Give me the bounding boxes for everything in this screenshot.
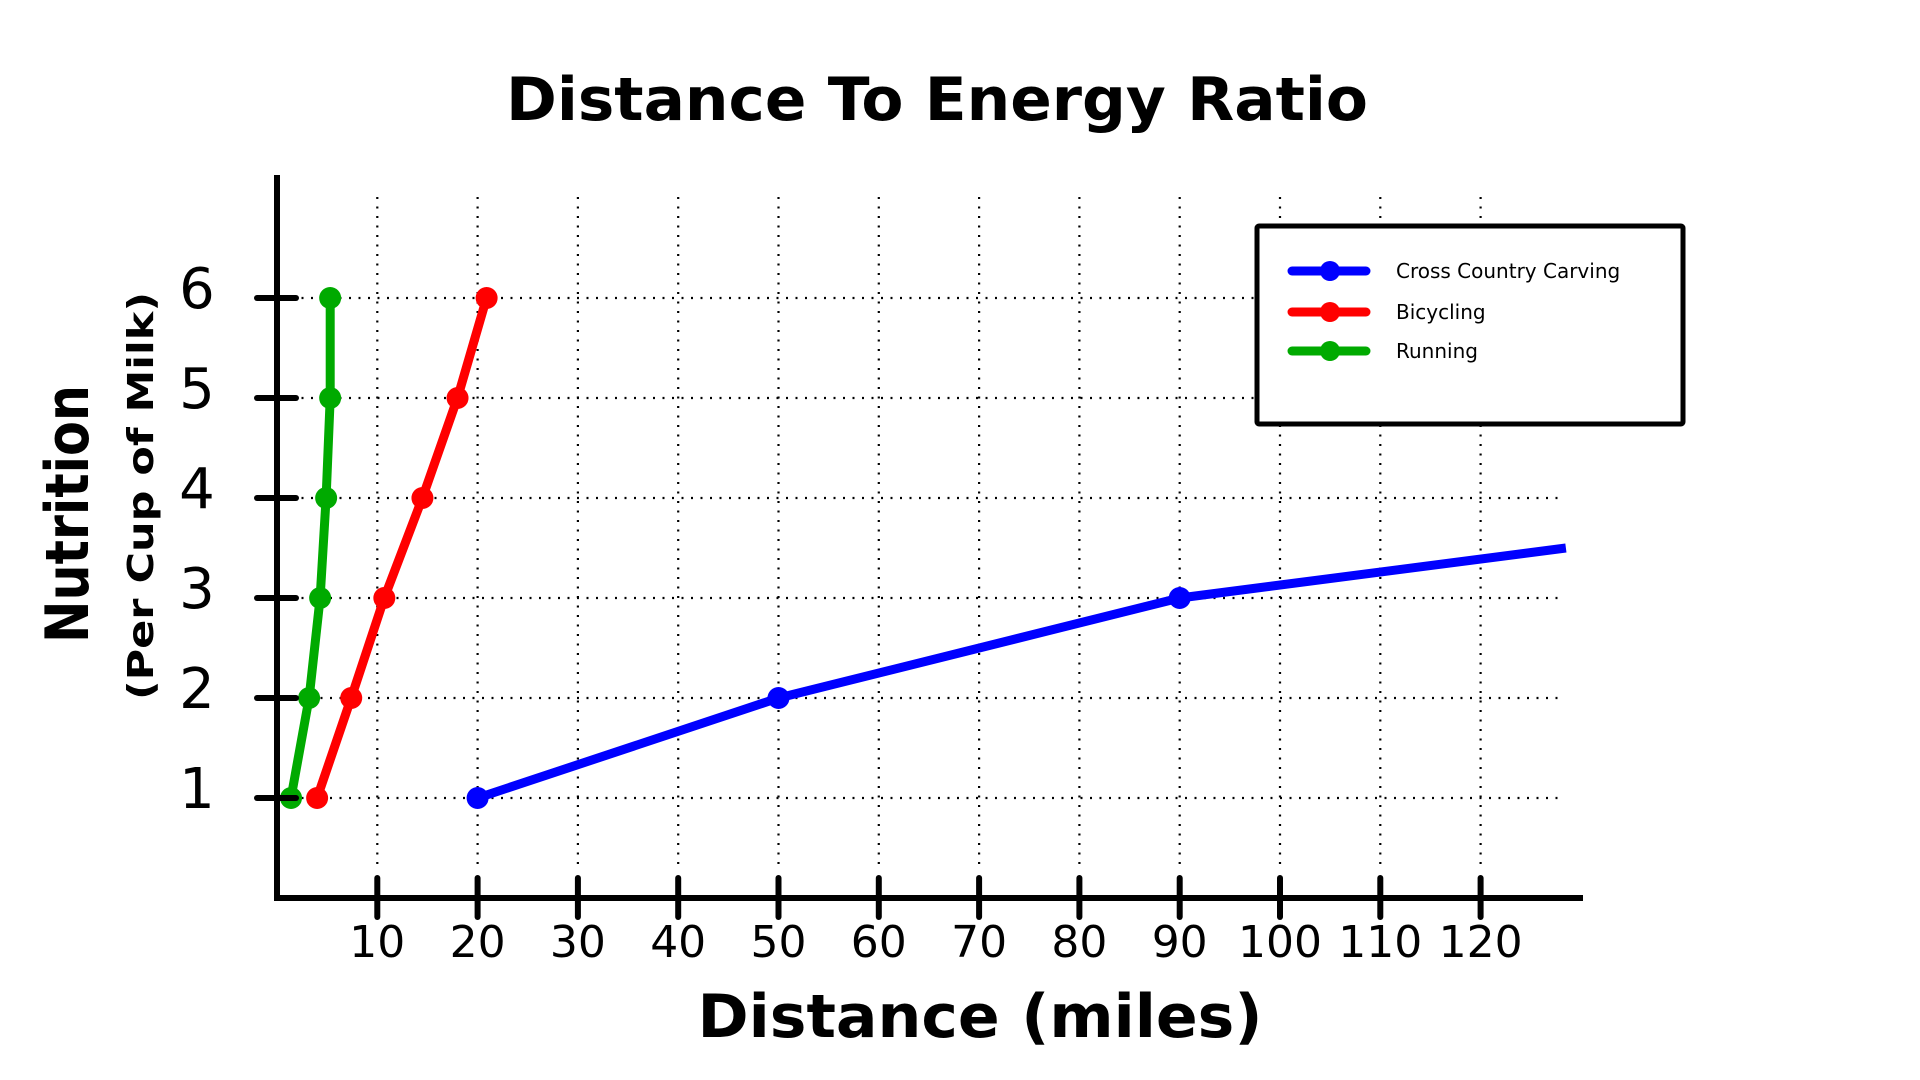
x-tick-label: 40 [650,917,706,968]
data-point [475,287,498,309]
data-point [411,487,434,509]
legend-label: Cross Country Carving [1396,259,1620,283]
legend-marker-swatch [1320,261,1340,281]
x-tick-label: 30 [550,917,606,968]
legend-label: Bicycling [1396,300,1486,324]
data-point [446,387,469,409]
series-bicycling [306,287,498,809]
y-axis-sublabel-group: (Per Cup of Milk) [121,292,162,700]
x-tick-label: 10 [349,917,405,968]
data-point [298,687,321,709]
data-point [306,787,329,809]
y-axis-sublabel: (Per Cup of Milk) [121,292,162,700]
series-cross-country-carving [466,543,1567,809]
data-point [319,387,342,409]
x-tick-label: 110 [1338,917,1422,968]
series-line [286,298,335,799]
legend-entry: Bicycling [1287,300,1486,324]
y-tick-label: 6 [179,257,215,322]
data-point [315,487,338,509]
data-point [1168,587,1191,609]
x-axis-label: Distance (miles) [698,982,1263,1052]
legend-entry: Running [1287,339,1478,363]
x-tick-label: 120 [1439,917,1523,968]
x-tick-label: 100 [1238,917,1322,968]
y-tick-label: 1 [179,757,215,822]
data-point [309,587,332,609]
y-axis-label: Nutrition [33,385,103,643]
x-tick-label: 20 [450,917,506,968]
series-lines [280,287,1567,809]
y-tick-label: 5 [179,357,215,422]
chart-title: Distance To Energy Ratio [506,65,1368,135]
x-tick-label: 70 [951,917,1007,968]
y-tick-label: 4 [179,457,215,522]
legend-marker-swatch [1320,302,1340,322]
legend-label: Running [1396,339,1478,363]
data-point [373,587,396,609]
legend-box [1254,223,1686,427]
data-point [340,687,363,709]
series-line [476,543,1567,803]
data-point [319,287,342,309]
series-running [280,287,342,809]
legend: Cross Country Carving Bicycling Running [1254,223,1686,427]
axis-ticks: 10 20 30 40 50 60 70 80 90 100 110 120 1 2 3 4 5 6 [179,257,1522,968]
data-point [767,687,790,709]
x-tick-label: 50 [751,917,807,968]
series-line [312,296,491,800]
legend-entry: Cross Country Carving [1287,259,1620,283]
legend-marker-swatch [1320,341,1340,361]
y-tick-label: 2 [179,657,215,722]
x-tick-label: 60 [851,917,907,968]
legend-entries: Cross Country Carving Bicycling Running [1287,259,1620,363]
y-tick-label: 3 [179,557,215,622]
data-point [466,787,489,809]
x-tick-label: 90 [1152,917,1208,968]
y-axis-label-group: Nutrition [33,385,103,643]
x-tick-label: 80 [1051,917,1107,968]
